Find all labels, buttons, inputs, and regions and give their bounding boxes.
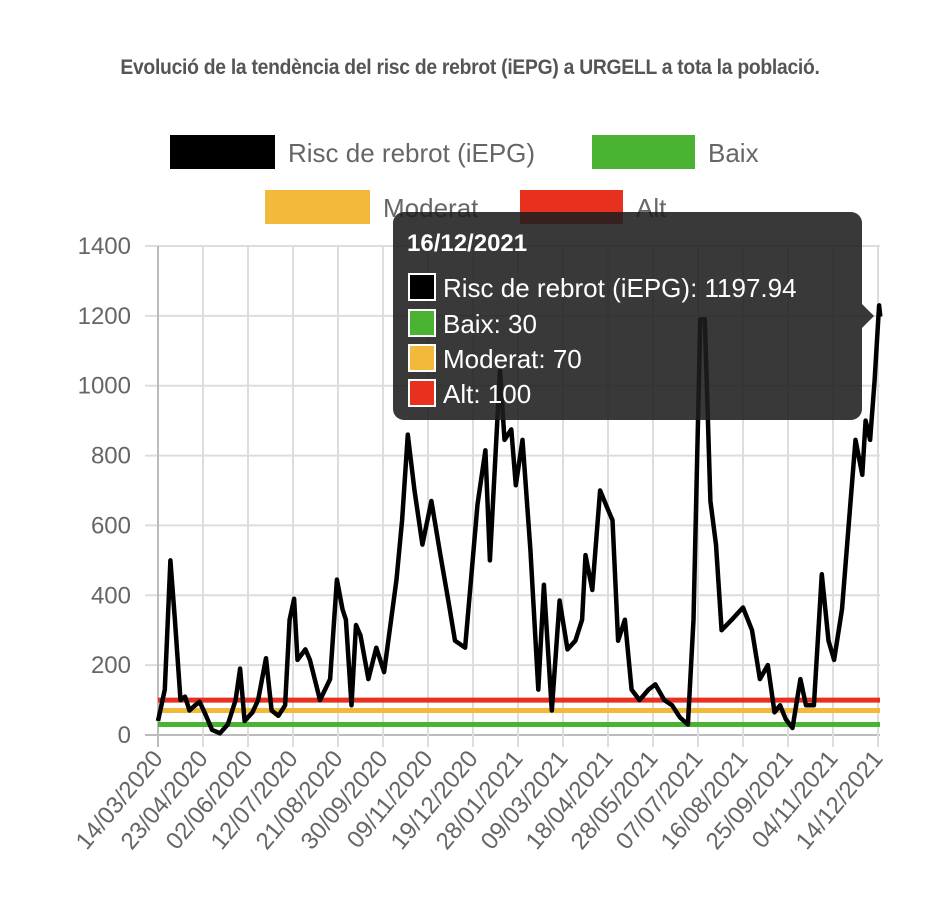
y-tick-label: 1200 [78, 303, 131, 330]
tooltip-swatch-risc [408, 273, 436, 301]
tooltip-title: 16/12/2021 [407, 230, 527, 257]
tooltip-caret [862, 304, 874, 328]
chart-title: Evolució de la tendència del risc de reb… [120, 56, 820, 79]
legend-swatch-risc[interactable] [170, 135, 275, 169]
y-tick-label: 400 [91, 582, 131, 609]
legend-label-baix[interactable]: Baix [708, 138, 759, 168]
tooltip-item-risc: Risc de rebrot (iEPG): 1197.94 [443, 273, 797, 303]
y-tick-label: 0 [118, 722, 131, 749]
legend-swatch-moderat[interactable] [265, 190, 370, 224]
y-tick-label: 1000 [78, 373, 131, 400]
tooltip-item-baix: Baix: 30 [443, 309, 537, 339]
tooltip-swatch-moderat [408, 344, 436, 372]
tooltip-swatch-baix [408, 309, 436, 337]
legend: Risc de rebrot (iEPG) Baix Moderat Alt [170, 135, 759, 224]
y-tick-label: 800 [91, 443, 131, 470]
legend-swatch-baix[interactable] [592, 135, 695, 169]
tooltip-item-moderat: Moderat: 70 [443, 344, 582, 374]
y-tick-label: 600 [91, 512, 131, 539]
y-tick-label: 1400 [78, 233, 131, 260]
tooltip-background [393, 212, 862, 420]
tooltip-swatch-alt [408, 379, 436, 407]
y-axis: 0 200 400 600 800 1000 1200 1400 [78, 233, 131, 749]
tooltip-item-alt: Alt: 100 [443, 379, 531, 409]
threshold-lines [158, 697, 880, 728]
y-tick-label: 200 [91, 652, 131, 679]
tooltip: 16/12/2021 Risc de rebrot (iEPG): 1197.9… [393, 212, 874, 420]
x-axis: 14/03/202023/04/202002/06/202012/07/2020… [71, 746, 889, 855]
series-lines [155, 303, 883, 736]
legend-label-risc[interactable]: Risc de rebrot (iEPG) [288, 138, 535, 168]
